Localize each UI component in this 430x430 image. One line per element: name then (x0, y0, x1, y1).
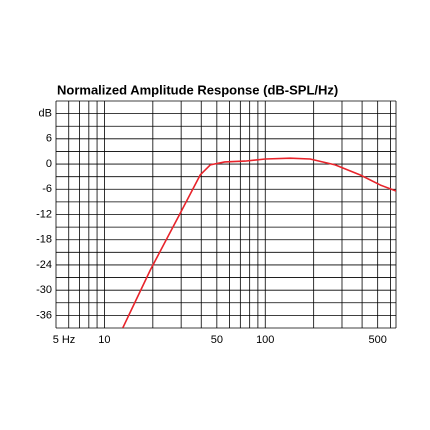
line-series (122, 157, 396, 328)
y-tick-label: -24 (36, 259, 52, 271)
x-tick-label: 10 (98, 334, 110, 346)
y-tick-label: 0 (46, 158, 52, 170)
x-tick-label: 500 (368, 334, 386, 346)
y-tick-label: -18 (36, 234, 52, 246)
y-tick-label: -12 (36, 208, 52, 220)
x-tick-label: 5 Hz (53, 334, 76, 346)
y-tick-label: dB (39, 108, 52, 120)
x-tick-label: 50 (211, 334, 223, 346)
y-tick-label: 6 (46, 133, 52, 145)
y-tick-label: -30 (36, 284, 52, 296)
y-tick-label: -36 (36, 309, 52, 321)
chart-title: Normalized Amplitude Response (dB-SPL/Hz… (57, 82, 338, 97)
y-tick-label: -6 (42, 183, 52, 195)
x-tick-label: 100 (256, 334, 274, 346)
